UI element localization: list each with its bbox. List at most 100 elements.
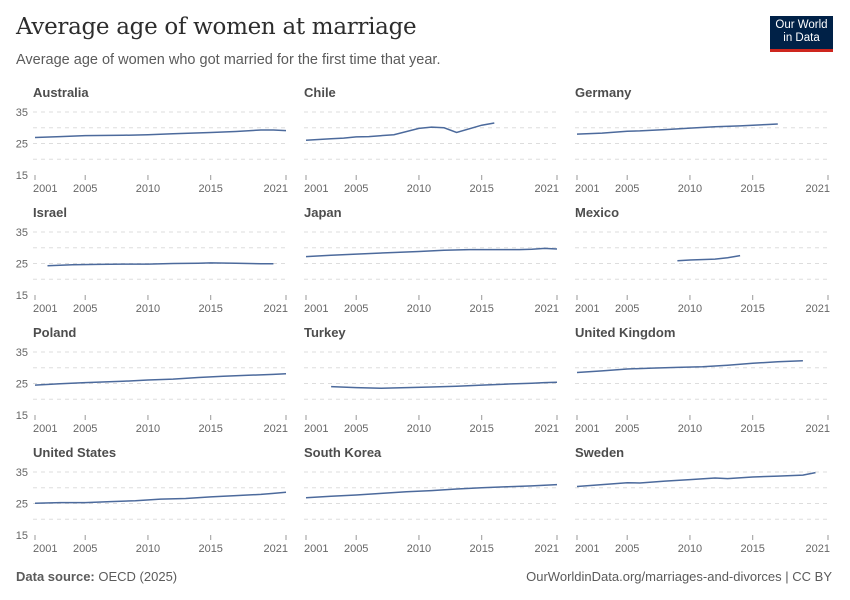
y-tick-label: 35 bbox=[16, 347, 28, 359]
series-line[interactable] bbox=[576, 360, 803, 374]
y-tick-label: 15 bbox=[16, 530, 28, 542]
panel-germany: Germany 2001 2005 2010 2015 2021 bbox=[575, 85, 830, 195]
panel-title: Poland bbox=[33, 325, 76, 340]
x-tick-label: 2021 bbox=[806, 183, 830, 195]
panel-title: United Kingdom bbox=[575, 325, 675, 340]
x-tick-label: 2015 bbox=[469, 543, 493, 555]
y-tick-label: 15 bbox=[16, 170, 28, 182]
x-tick-label: 2001 bbox=[33, 183, 57, 195]
y-tick-label: 35 bbox=[16, 227, 28, 239]
x-tick-label: 2021 bbox=[264, 543, 288, 555]
x-tick-label: 2001 bbox=[575, 183, 599, 195]
series-line[interactable] bbox=[305, 122, 495, 142]
series-line[interactable] bbox=[34, 491, 287, 504]
panel-united-states: United States 15 25 35 2001 2005 2010 2015 2021 bbox=[16, 445, 288, 555]
x-tick-label: 2005 bbox=[615, 183, 639, 195]
x-tick-label: 2010 bbox=[136, 183, 160, 195]
x-tick-label: 2021 bbox=[806, 423, 830, 435]
series-line[interactable] bbox=[576, 123, 778, 135]
x-tick-label: 2010 bbox=[407, 303, 431, 315]
x-tick-label: 2005 bbox=[73, 543, 97, 555]
x-tick-label: 2021 bbox=[264, 423, 288, 435]
x-tick-label: 2005 bbox=[73, 423, 97, 435]
y-tick-label: 15 bbox=[16, 290, 28, 302]
x-tick-label: 2001 bbox=[575, 303, 599, 315]
series-line[interactable] bbox=[305, 483, 558, 499]
panel-south-korea: South Korea 2001 2005 2010 2015 2021 bbox=[304, 445, 559, 555]
panel-japan: Japan 2001 2005 2010 2015 2021 bbox=[304, 205, 559, 315]
series-line[interactable] bbox=[331, 381, 558, 389]
x-tick-label: 2005 bbox=[344, 303, 368, 315]
x-tick-label: 2010 bbox=[407, 423, 431, 435]
panel-mexico: Mexico 2001 2005 2010 2015 2021 bbox=[575, 205, 830, 315]
x-tick-label: 2015 bbox=[198, 423, 222, 435]
panel-poland: Poland 15 25 35 2001 2005 2010 2015 2021 bbox=[16, 325, 288, 435]
x-tick-label: 2001 bbox=[575, 543, 599, 555]
series-line[interactable] bbox=[576, 471, 816, 488]
footer-url[interactable]: OurWorldinData.org/marriages-and-divorce… bbox=[526, 569, 832, 584]
panel-title: Mexico bbox=[575, 205, 619, 220]
panel-title: Turkey bbox=[304, 325, 346, 340]
x-tick-label: 2005 bbox=[73, 303, 97, 315]
y-tick-label: 25 bbox=[16, 379, 28, 391]
panel-title: Germany bbox=[575, 85, 632, 100]
x-tick-label: 2015 bbox=[740, 423, 764, 435]
x-tick-label: 2001 bbox=[304, 423, 328, 435]
owid-logo[interactable]: Our World in Data bbox=[770, 16, 833, 52]
x-tick-label: 2021 bbox=[535, 183, 559, 195]
x-tick-label: 2015 bbox=[740, 303, 764, 315]
y-tick-label: 35 bbox=[16, 107, 28, 119]
x-tick-label: 2015 bbox=[198, 183, 222, 195]
x-tick-label: 2021 bbox=[806, 543, 830, 555]
panel-title: Japan bbox=[304, 205, 342, 220]
panel-title: United States bbox=[33, 445, 116, 460]
x-tick-label: 2021 bbox=[806, 303, 830, 315]
y-tick-label: 25 bbox=[16, 499, 28, 511]
panel-united-kingdom: United Kingdom 2001 2005 2010 2015 2021 bbox=[575, 325, 830, 435]
series-line[interactable] bbox=[34, 372, 287, 386]
x-tick-label: 2001 bbox=[33, 303, 57, 315]
y-tick-label: 15 bbox=[16, 410, 28, 422]
x-tick-label: 2005 bbox=[344, 543, 368, 555]
x-tick-label: 2001 bbox=[33, 423, 57, 435]
x-tick-label: 2010 bbox=[407, 543, 431, 555]
panel-title: Chile bbox=[304, 85, 336, 100]
panel-israel: Israel 15 25 35 2001 2005 2010 2015 2021 bbox=[16, 205, 288, 315]
x-tick-label: 2021 bbox=[535, 543, 559, 555]
panel-title: South Korea bbox=[304, 445, 382, 460]
series-line[interactable] bbox=[34, 129, 287, 139]
x-tick-label: 2010 bbox=[678, 303, 702, 315]
x-tick-label: 2010 bbox=[407, 183, 431, 195]
x-tick-label: 2015 bbox=[469, 183, 493, 195]
y-tick-label: 25 bbox=[16, 139, 28, 151]
x-tick-label: 2005 bbox=[73, 183, 97, 195]
x-tick-label: 2001 bbox=[304, 303, 328, 315]
chart-title: Average age of women at marriage bbox=[16, 14, 417, 40]
x-tick-label: 2021 bbox=[264, 183, 288, 195]
x-tick-label: 2010 bbox=[136, 543, 160, 555]
series-line[interactable] bbox=[677, 254, 741, 262]
x-tick-label: 2010 bbox=[678, 183, 702, 195]
x-tick-label: 2010 bbox=[136, 423, 160, 435]
x-tick-label: 2001 bbox=[33, 543, 57, 555]
x-tick-label: 2015 bbox=[740, 183, 764, 195]
panel-sweden: Sweden 2001 2005 2010 2015 2021 bbox=[575, 445, 830, 555]
y-tick-label: 35 bbox=[16, 467, 28, 479]
x-tick-label: 2005 bbox=[615, 303, 639, 315]
x-tick-label: 2010 bbox=[678, 543, 702, 555]
panel-title: Sweden bbox=[575, 445, 624, 460]
x-tick-label: 2015 bbox=[198, 543, 222, 555]
source-label: Data source: bbox=[16, 569, 95, 584]
x-tick-label: 2010 bbox=[678, 423, 702, 435]
source-link[interactable]: OECD (2025) bbox=[98, 569, 178, 584]
x-tick-label: 2005 bbox=[344, 183, 368, 195]
series-line[interactable] bbox=[305, 247, 558, 258]
x-tick-label: 2021 bbox=[535, 303, 559, 315]
series-line[interactable] bbox=[47, 262, 274, 267]
panel-australia: Australia 15 25 35 2001 2005 2010 2015 2021 bbox=[16, 85, 288, 195]
x-tick-label: 2001 bbox=[304, 543, 328, 555]
x-tick-label: 2021 bbox=[264, 303, 288, 315]
x-tick-label: 2005 bbox=[615, 423, 639, 435]
x-tick-label: 2005 bbox=[615, 543, 639, 555]
